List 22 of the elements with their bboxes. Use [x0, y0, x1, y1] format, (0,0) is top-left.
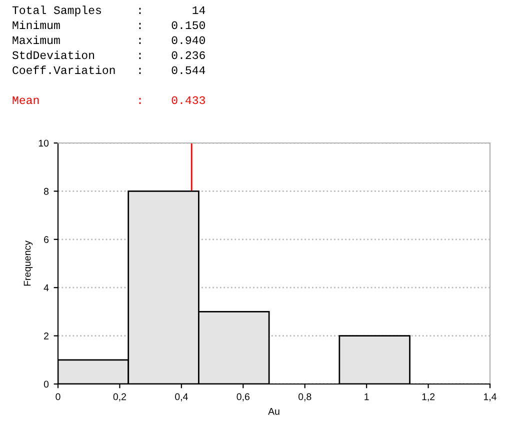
y-tick-label: 8: [44, 188, 49, 195]
x-tick-label: 1: [364, 393, 369, 400]
text: Total Samples : 14: [12, 6, 206, 16]
y-axis-title: Frequency: [24, 240, 33, 286]
y-tick-label: 4: [44, 284, 49, 292]
x-axis-title: Au: [268, 408, 280, 415]
x-tick-label: 0,2: [113, 393, 126, 402]
y-tick-label: 2: [44, 332, 48, 340]
x-tick-label: 0,8: [298, 393, 312, 402]
y-tick-label: 6: [44, 236, 49, 244]
x-tick-label: 0,6: [236, 393, 250, 402]
text: Minimum : 0.150: [12, 20, 205, 30]
x-tick-label: 1,2: [422, 393, 435, 402]
ref-line-label: Mean : 0.433: [12, 96, 205, 104]
x-tick-label: 0: [56, 393, 60, 400]
y-tick-label: 0: [44, 380, 49, 388]
x-tick-label: 1,4: [484, 393, 496, 402]
x-tick-label: 0,4: [175, 393, 188, 402]
text: StdDeviation : 0.236: [12, 50, 205, 60]
text: Maximum : 0.940: [12, 36, 205, 44]
y-tick-label: 10: [38, 140, 49, 147]
text: Coeff.Variation : 0.544: [12, 66, 206, 74]
